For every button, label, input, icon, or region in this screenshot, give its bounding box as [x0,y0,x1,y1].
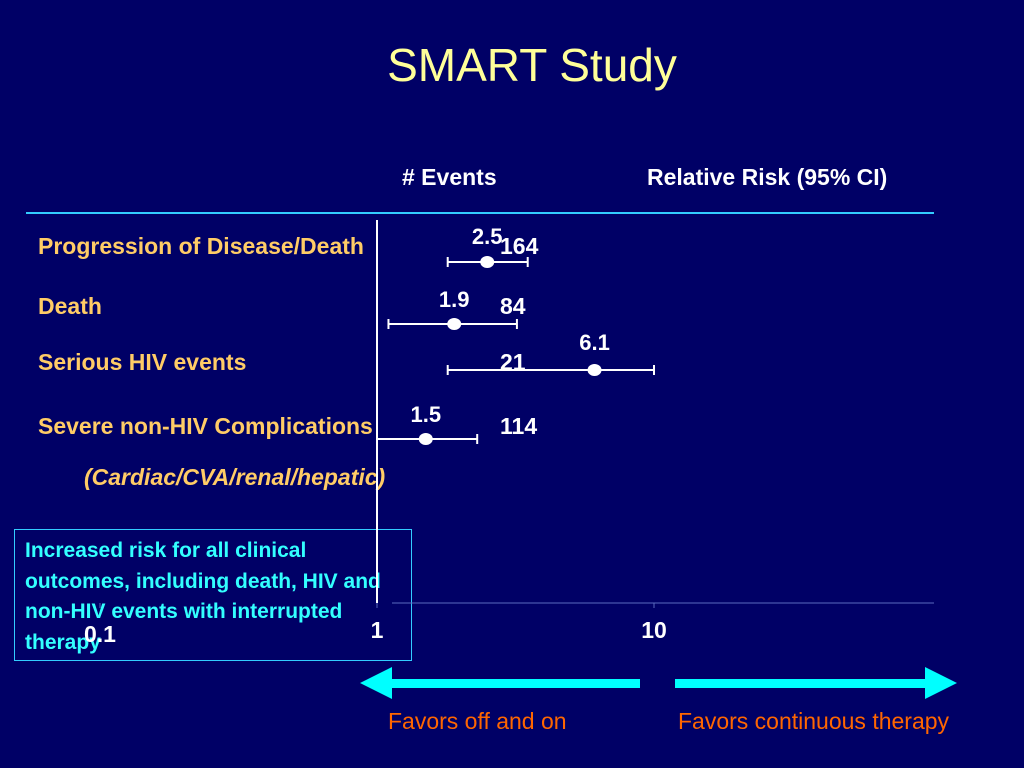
events-column-header: # Events [402,164,497,190]
left-arrow-shaft [392,679,640,688]
outcome-label: Serious HIV events [38,349,247,375]
outcome-label: Death [38,293,102,319]
summary-callout: Increased risk for all clinical outcomes… [14,529,412,661]
header-divider [26,212,934,214]
point-estimate [480,256,495,268]
slide-title: SMART Study [387,39,677,91]
outcome-label: Progression of Disease/Death [38,233,364,259]
x-tick-label: 10 [641,617,667,643]
event-count: 114 [500,413,538,439]
rr-value-label: 1.9 [439,287,470,312]
event-count: 164 [500,233,539,259]
right-arrow-shaft [675,679,925,688]
relative-risk-column-header: Relative Risk (95% CI) [647,164,888,190]
favors-left-label: Favors off and on [388,708,567,734]
right-arrow-head [925,667,957,699]
left-arrow-head [360,667,392,699]
rr-value-label: 1.5 [410,402,441,427]
point-estimate [587,364,602,376]
rr-value-label: 6.1 [579,330,610,355]
rr-value-label: 2.5 [472,224,503,249]
favors-right-label: Favors continuous therapy [678,708,950,734]
outcome-label: Severe non-HIV Complications [38,413,373,439]
complications-subnote: (Cardiac/CVA/renal/hepatic) [84,464,386,490]
point-estimate [447,318,462,330]
x-tick-label: 0.1 [84,621,116,647]
x-tick-label: 1 [371,617,384,643]
point-estimate [418,433,433,445]
event-count: 84 [500,293,526,319]
